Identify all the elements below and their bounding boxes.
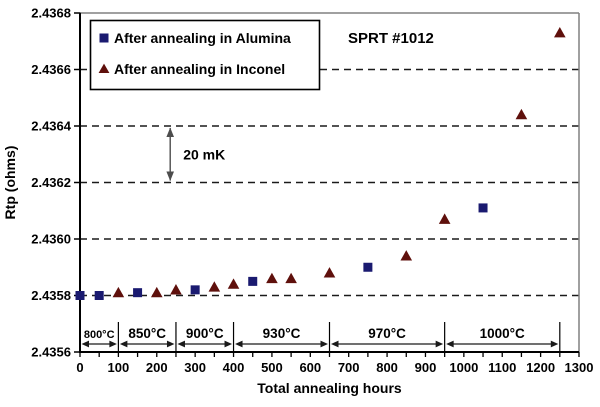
- temp-segment-arrowhead-right: [224, 340, 233, 348]
- x-tick-label: 0: [76, 360, 83, 375]
- x-tick-label: 100: [108, 360, 130, 375]
- x-tick-label: 300: [184, 360, 206, 375]
- y-tick-label: 2.4362: [31, 175, 71, 190]
- x-tick-label: 1000: [449, 360, 478, 375]
- data-point-alumina: [363, 262, 373, 272]
- data-point-inconel: [285, 272, 297, 284]
- x-tick-label: 500: [261, 360, 283, 375]
- y-tick-label: 2.4356: [31, 345, 71, 360]
- x-tick-label: 1300: [565, 360, 594, 375]
- data-point-inconel: [170, 284, 182, 295]
- legend-item-inconel-label: After annealing in Inconel: [114, 61, 285, 77]
- temp-segment-arrowhead-right: [166, 340, 175, 348]
- y-tick-label: 2.4358: [31, 288, 71, 303]
- temp-segment-arrowhead-right: [435, 340, 444, 348]
- data-point-inconel: [227, 278, 240, 289]
- legend-item-alumina-label: After annealing in Alumina: [114, 30, 291, 46]
- temp-segment-arrowhead-left: [235, 340, 243, 348]
- data-point-inconel: [515, 108, 528, 120]
- data-point-alumina: [190, 285, 200, 295]
- scale-arrowhead-top: [166, 127, 175, 137]
- scale-arrowhead-bottom: [166, 171, 175, 181]
- x-tick-label: 700: [338, 360, 360, 375]
- temp-segment-label: 900°C: [186, 326, 224, 341]
- data-point-inconel: [438, 213, 451, 224]
- chart-title: SPRT #1012: [348, 30, 434, 47]
- temp-segment-label: 850°C: [128, 326, 166, 341]
- legend-marker-square-icon: [99, 33, 109, 43]
- temp-segment-arrowhead-right: [550, 340, 559, 348]
- x-tick-label: 1100: [488, 360, 516, 375]
- x-tick-label: 900: [415, 360, 437, 375]
- x-tick-label: 400: [223, 360, 245, 375]
- data-point-inconel: [266, 272, 278, 284]
- temp-segment-arrowhead-left: [331, 340, 339, 348]
- x-tick-label: 800: [376, 360, 398, 375]
- y-tick-label: 2.4364: [31, 119, 72, 134]
- data-point-alumina: [94, 291, 104, 300]
- data-point-inconel: [323, 267, 336, 278]
- data-point-inconel: [208, 281, 221, 292]
- temp-segment-label: 970°C: [368, 326, 406, 341]
- temp-segment-label: 800°C: [84, 329, 115, 341]
- legend-marker-triangle-icon: [98, 63, 110, 73]
- x-axis-title: Total annealing hours: [257, 380, 402, 396]
- y-tick-label: 2.4360: [31, 232, 71, 247]
- x-tick-label: 600: [299, 360, 321, 375]
- temp-segment-arrowhead-left: [81, 340, 89, 348]
- temp-segment-arrowhead-left: [446, 340, 454, 348]
- legend-box: [89, 19, 321, 91]
- y-tick-label: 2.4368: [31, 6, 71, 21]
- data-point-inconel: [554, 26, 566, 38]
- data-point-inconel: [400, 250, 413, 261]
- y-tick-label: 2.4366: [31, 62, 71, 77]
- temp-segment-arrowhead-left: [177, 340, 185, 348]
- temp-segment-arrowhead-left: [119, 340, 128, 348]
- data-point-alumina: [478, 203, 488, 213]
- scale-label: 20 mK: [183, 146, 225, 162]
- data-point-inconel: [150, 286, 163, 298]
- data-point-inconel: [112, 286, 125, 298]
- data-point-alumina: [133, 288, 143, 298]
- data-point-alumina: [248, 276, 258, 286]
- temp-segment-label: 1000°C: [480, 326, 525, 341]
- temp-segment-label: 930°C: [263, 326, 301, 341]
- temp-segment-arrowhead-right: [109, 340, 117, 348]
- x-tick-label: 1200: [526, 360, 555, 375]
- x-tick-label: 200: [146, 360, 168, 375]
- y-axis-title: Rtp (ohms): [2, 146, 18, 220]
- temp-segment-arrowhead-right: [320, 340, 328, 348]
- data-point-alumina: [75, 291, 85, 300]
